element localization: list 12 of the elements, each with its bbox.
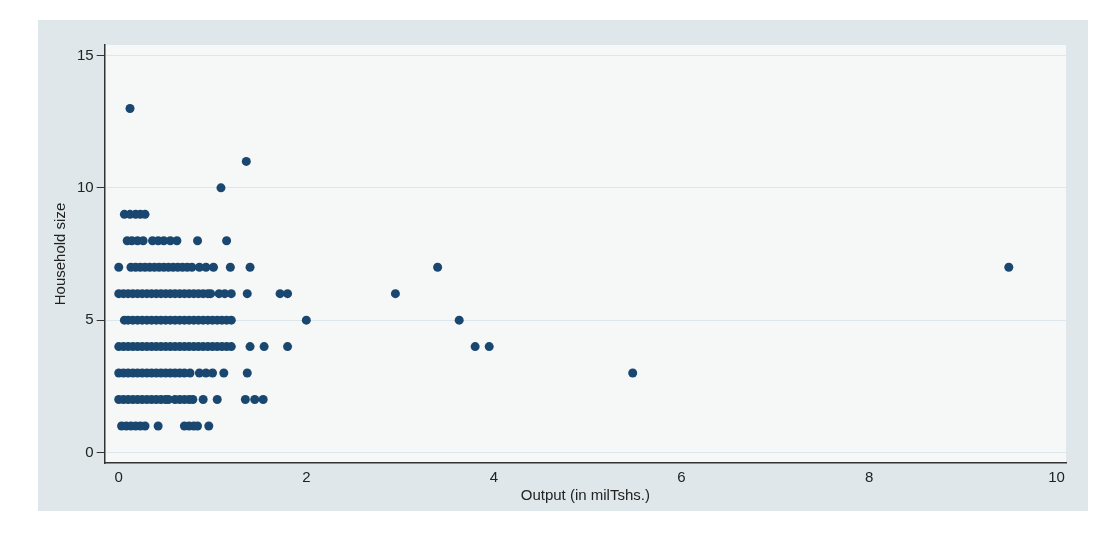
y-axis-title: Household size	[51, 202, 69, 306]
x-tick-label: 6	[677, 468, 686, 486]
y-tick-label: 5	[85, 310, 94, 328]
x-axis-title: Output (in milTshs.)	[520, 486, 650, 504]
x-tick-label: 0	[114, 468, 123, 486]
y-tick-label: 0	[85, 442, 94, 460]
y-tick-label: 15	[77, 45, 94, 63]
x-tick-label: 4	[489, 468, 499, 486]
y-tick-label: 10	[77, 178, 94, 195]
x-tick-label: 10	[1048, 468, 1065, 486]
x-tick-label: 8	[864, 468, 874, 486]
x-tick-label: 2	[302, 468, 311, 486]
